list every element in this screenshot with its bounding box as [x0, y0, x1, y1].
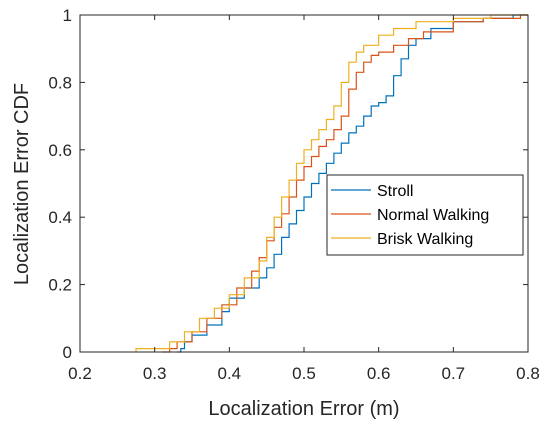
series-line-2 — [135, 14, 528, 352]
legend-label-1: Normal Walking — [377, 207, 489, 224]
y-tick-label: 0.8 — [48, 73, 72, 92]
y-tick-label: 1 — [63, 6, 72, 25]
legend-label-0: Stroll — [377, 183, 413, 200]
y-tick-label: 0 — [63, 343, 72, 362]
x-tick-label: 0.8 — [516, 364, 540, 383]
legend: Stroll Normal Walking Brisk Walking — [326, 174, 524, 256]
x-axis-label: Localization Error (m) — [208, 398, 399, 420]
y-tick-label: 0.4 — [48, 208, 72, 227]
x-tick-label: 0.2 — [68, 364, 92, 383]
y-tick-label: 0.6 — [48, 141, 72, 160]
series-line-1 — [162, 14, 528, 353]
y-tick-label: 0.2 — [48, 276, 72, 295]
x-tick-label: 0.4 — [218, 364, 242, 383]
legend-label-2: Brisk Walking — [377, 231, 473, 248]
x-tick-label: 0.7 — [442, 364, 466, 383]
y-axis-label: Localization Error CDF — [11, 83, 33, 285]
axes-layer: 0.2 0.3 0.4 0.5 0.6 0.7 0.8 0 0.2 0.4 0.6 0.8 1 — [48, 6, 539, 383]
series-line-0 — [177, 14, 528, 353]
x-tick-label: 0.6 — [367, 364, 391, 383]
series-layer — [135, 14, 528, 353]
legend-box — [326, 174, 524, 256]
x-tick-label: 0.5 — [292, 364, 316, 383]
x-tick-label: 0.3 — [143, 364, 167, 383]
